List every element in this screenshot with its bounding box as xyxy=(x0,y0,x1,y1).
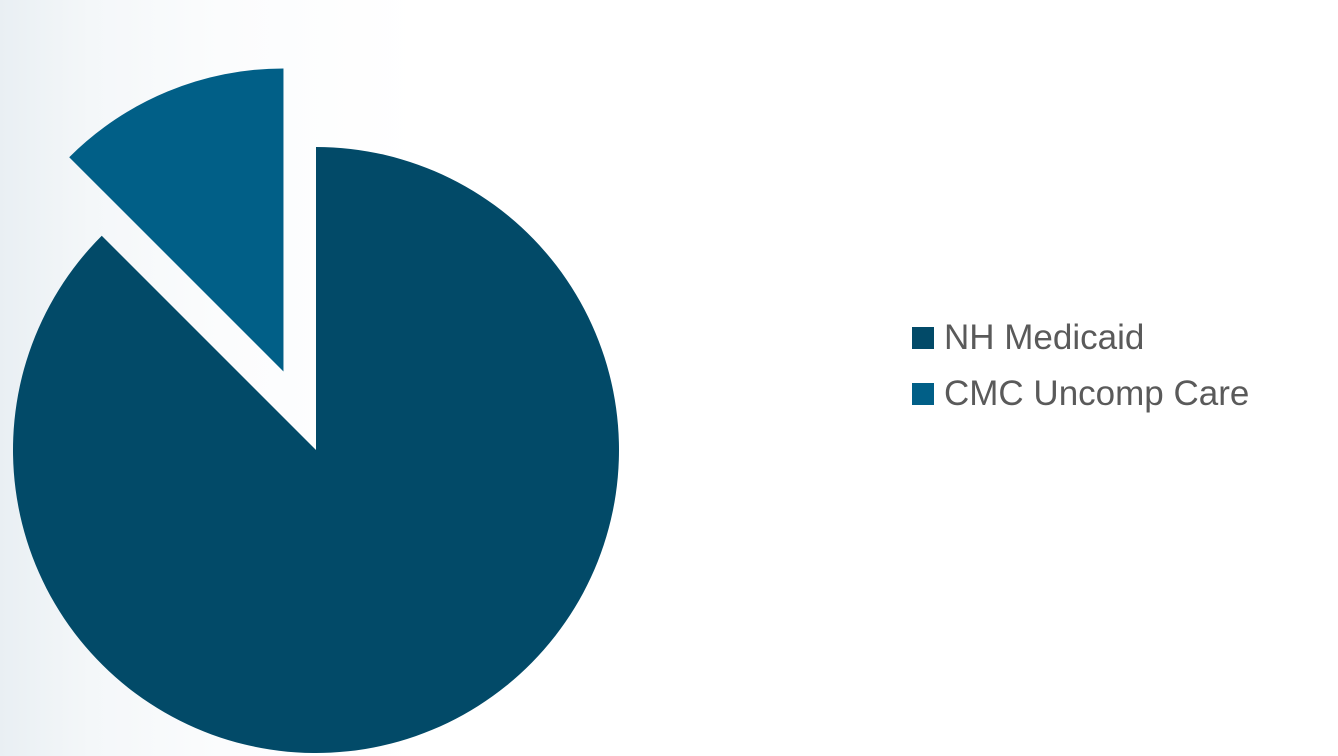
legend-label-cmc-uncomp-care: CMC Uncomp Care xyxy=(944,374,1250,413)
pie-slice-cmc-uncomp-care xyxy=(69,68,284,372)
legend-swatch-cmc-uncomp-care xyxy=(912,383,934,405)
legend-swatch-nh-medicaid xyxy=(912,327,934,349)
pie-slice-nh-medicaid xyxy=(13,147,620,753)
chart-legend: NH Medicaid CMC Uncomp Care xyxy=(912,320,1249,432)
legend-label-nh-medicaid: NH Medicaid xyxy=(944,318,1145,357)
legend-item-cmc-uncomp-care: CMC Uncomp Care xyxy=(912,376,1249,412)
legend-item-nh-medicaid: NH Medicaid xyxy=(912,320,1249,356)
